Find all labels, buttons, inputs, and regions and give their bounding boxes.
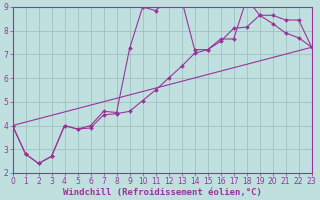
X-axis label: Windchill (Refroidissement éolien,°C): Windchill (Refroidissement éolien,°C) [63, 188, 261, 197]
